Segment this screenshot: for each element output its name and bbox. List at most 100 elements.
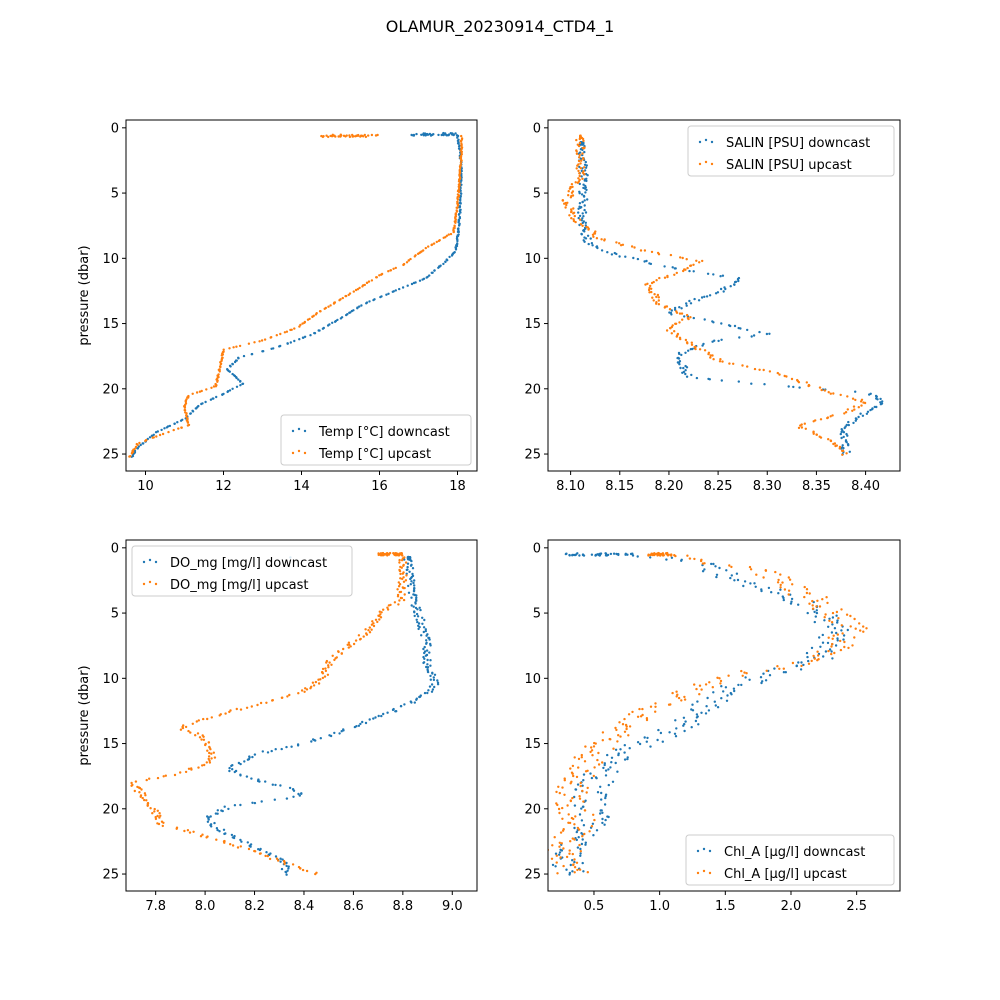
data-point <box>233 360 237 364</box>
data-point <box>275 334 278 337</box>
data-point <box>581 200 584 204</box>
data-point <box>593 766 596 769</box>
data-point <box>216 809 219 812</box>
data-point <box>239 774 242 777</box>
data-point <box>425 634 428 637</box>
series-downcast <box>551 552 849 876</box>
data-point <box>816 659 819 662</box>
data-point <box>581 861 584 865</box>
data-point <box>712 358 715 361</box>
data-point <box>437 133 440 137</box>
data-point <box>559 856 562 859</box>
data-point <box>700 688 703 691</box>
data-point <box>568 849 571 852</box>
data-point <box>386 553 389 557</box>
y-tick-label: 25 <box>102 448 119 463</box>
data-point <box>691 703 694 706</box>
data-point <box>427 245 430 248</box>
data-point <box>615 252 618 256</box>
data-point <box>397 581 400 584</box>
data-point <box>581 217 584 220</box>
data-point <box>720 338 723 341</box>
data-point <box>791 661 795 665</box>
data-point <box>459 199 462 202</box>
data-point <box>279 784 282 787</box>
data-point <box>342 647 345 651</box>
data-point <box>846 628 849 632</box>
data-point <box>827 625 830 628</box>
series-downcast <box>130 131 463 458</box>
data-point <box>205 761 208 764</box>
data-point <box>777 592 780 595</box>
data-point <box>413 587 416 590</box>
data-point <box>578 141 582 145</box>
data-point <box>246 841 249 844</box>
data-point <box>609 552 613 556</box>
data-point <box>319 737 322 740</box>
data-point <box>626 757 629 761</box>
data-point <box>845 441 848 444</box>
data-point <box>312 684 316 687</box>
data-point <box>378 274 381 277</box>
data-point <box>278 345 281 348</box>
data-point <box>853 636 856 639</box>
data-point <box>235 345 238 348</box>
data-point <box>422 630 425 634</box>
data-point <box>348 643 351 646</box>
data-point <box>228 766 231 770</box>
data-point <box>357 133 360 137</box>
data-point <box>145 778 148 782</box>
data-point <box>758 368 761 371</box>
data-point <box>274 748 277 751</box>
data-point <box>339 317 343 320</box>
x-tick-label: 18 <box>449 479 466 494</box>
data-point <box>281 858 284 861</box>
data-point <box>151 812 154 815</box>
x-tick-label: 1.0 <box>649 899 670 914</box>
data-point <box>827 636 830 639</box>
data-point <box>240 840 243 843</box>
data-point <box>736 578 740 582</box>
data-point <box>814 615 817 618</box>
data-point <box>847 646 850 650</box>
data-point <box>396 552 399 555</box>
x-tick-label: 10 <box>137 479 154 494</box>
data-point <box>168 424 172 428</box>
data-point <box>575 861 579 864</box>
data-point <box>185 412 188 415</box>
data-point <box>646 282 649 285</box>
data-point <box>202 735 205 738</box>
data-point <box>418 606 421 609</box>
data-point <box>165 426 169 429</box>
axes-frame <box>547 119 901 472</box>
data-point <box>685 302 688 305</box>
data-point <box>881 400 884 403</box>
x-tick-label: 2.0 <box>781 899 802 914</box>
data-point <box>571 772 574 775</box>
data-point <box>210 386 213 389</box>
data-point <box>558 841 561 844</box>
data-point <box>402 598 406 602</box>
data-point <box>130 452 134 455</box>
data-point <box>755 573 758 576</box>
data-point <box>214 385 218 388</box>
data-point <box>675 727 678 730</box>
y-axis-label: pressure (dbar) <box>77 665 92 765</box>
data-point <box>292 789 296 792</box>
data-point <box>719 287 723 291</box>
data-point <box>416 615 420 618</box>
data-point <box>685 258 688 261</box>
data-point <box>813 620 816 624</box>
data-point <box>578 554 581 557</box>
data-point <box>583 204 586 207</box>
data-point <box>253 801 257 805</box>
data-point <box>414 602 417 605</box>
data-point <box>153 807 156 811</box>
legend-label: Chl_A [µg/l] downcast <box>724 845 865 860</box>
data-point <box>701 344 704 347</box>
data-point <box>415 132 418 136</box>
data-point <box>151 436 154 439</box>
data-point <box>280 696 284 699</box>
data-point <box>668 308 672 311</box>
data-point <box>578 174 581 178</box>
